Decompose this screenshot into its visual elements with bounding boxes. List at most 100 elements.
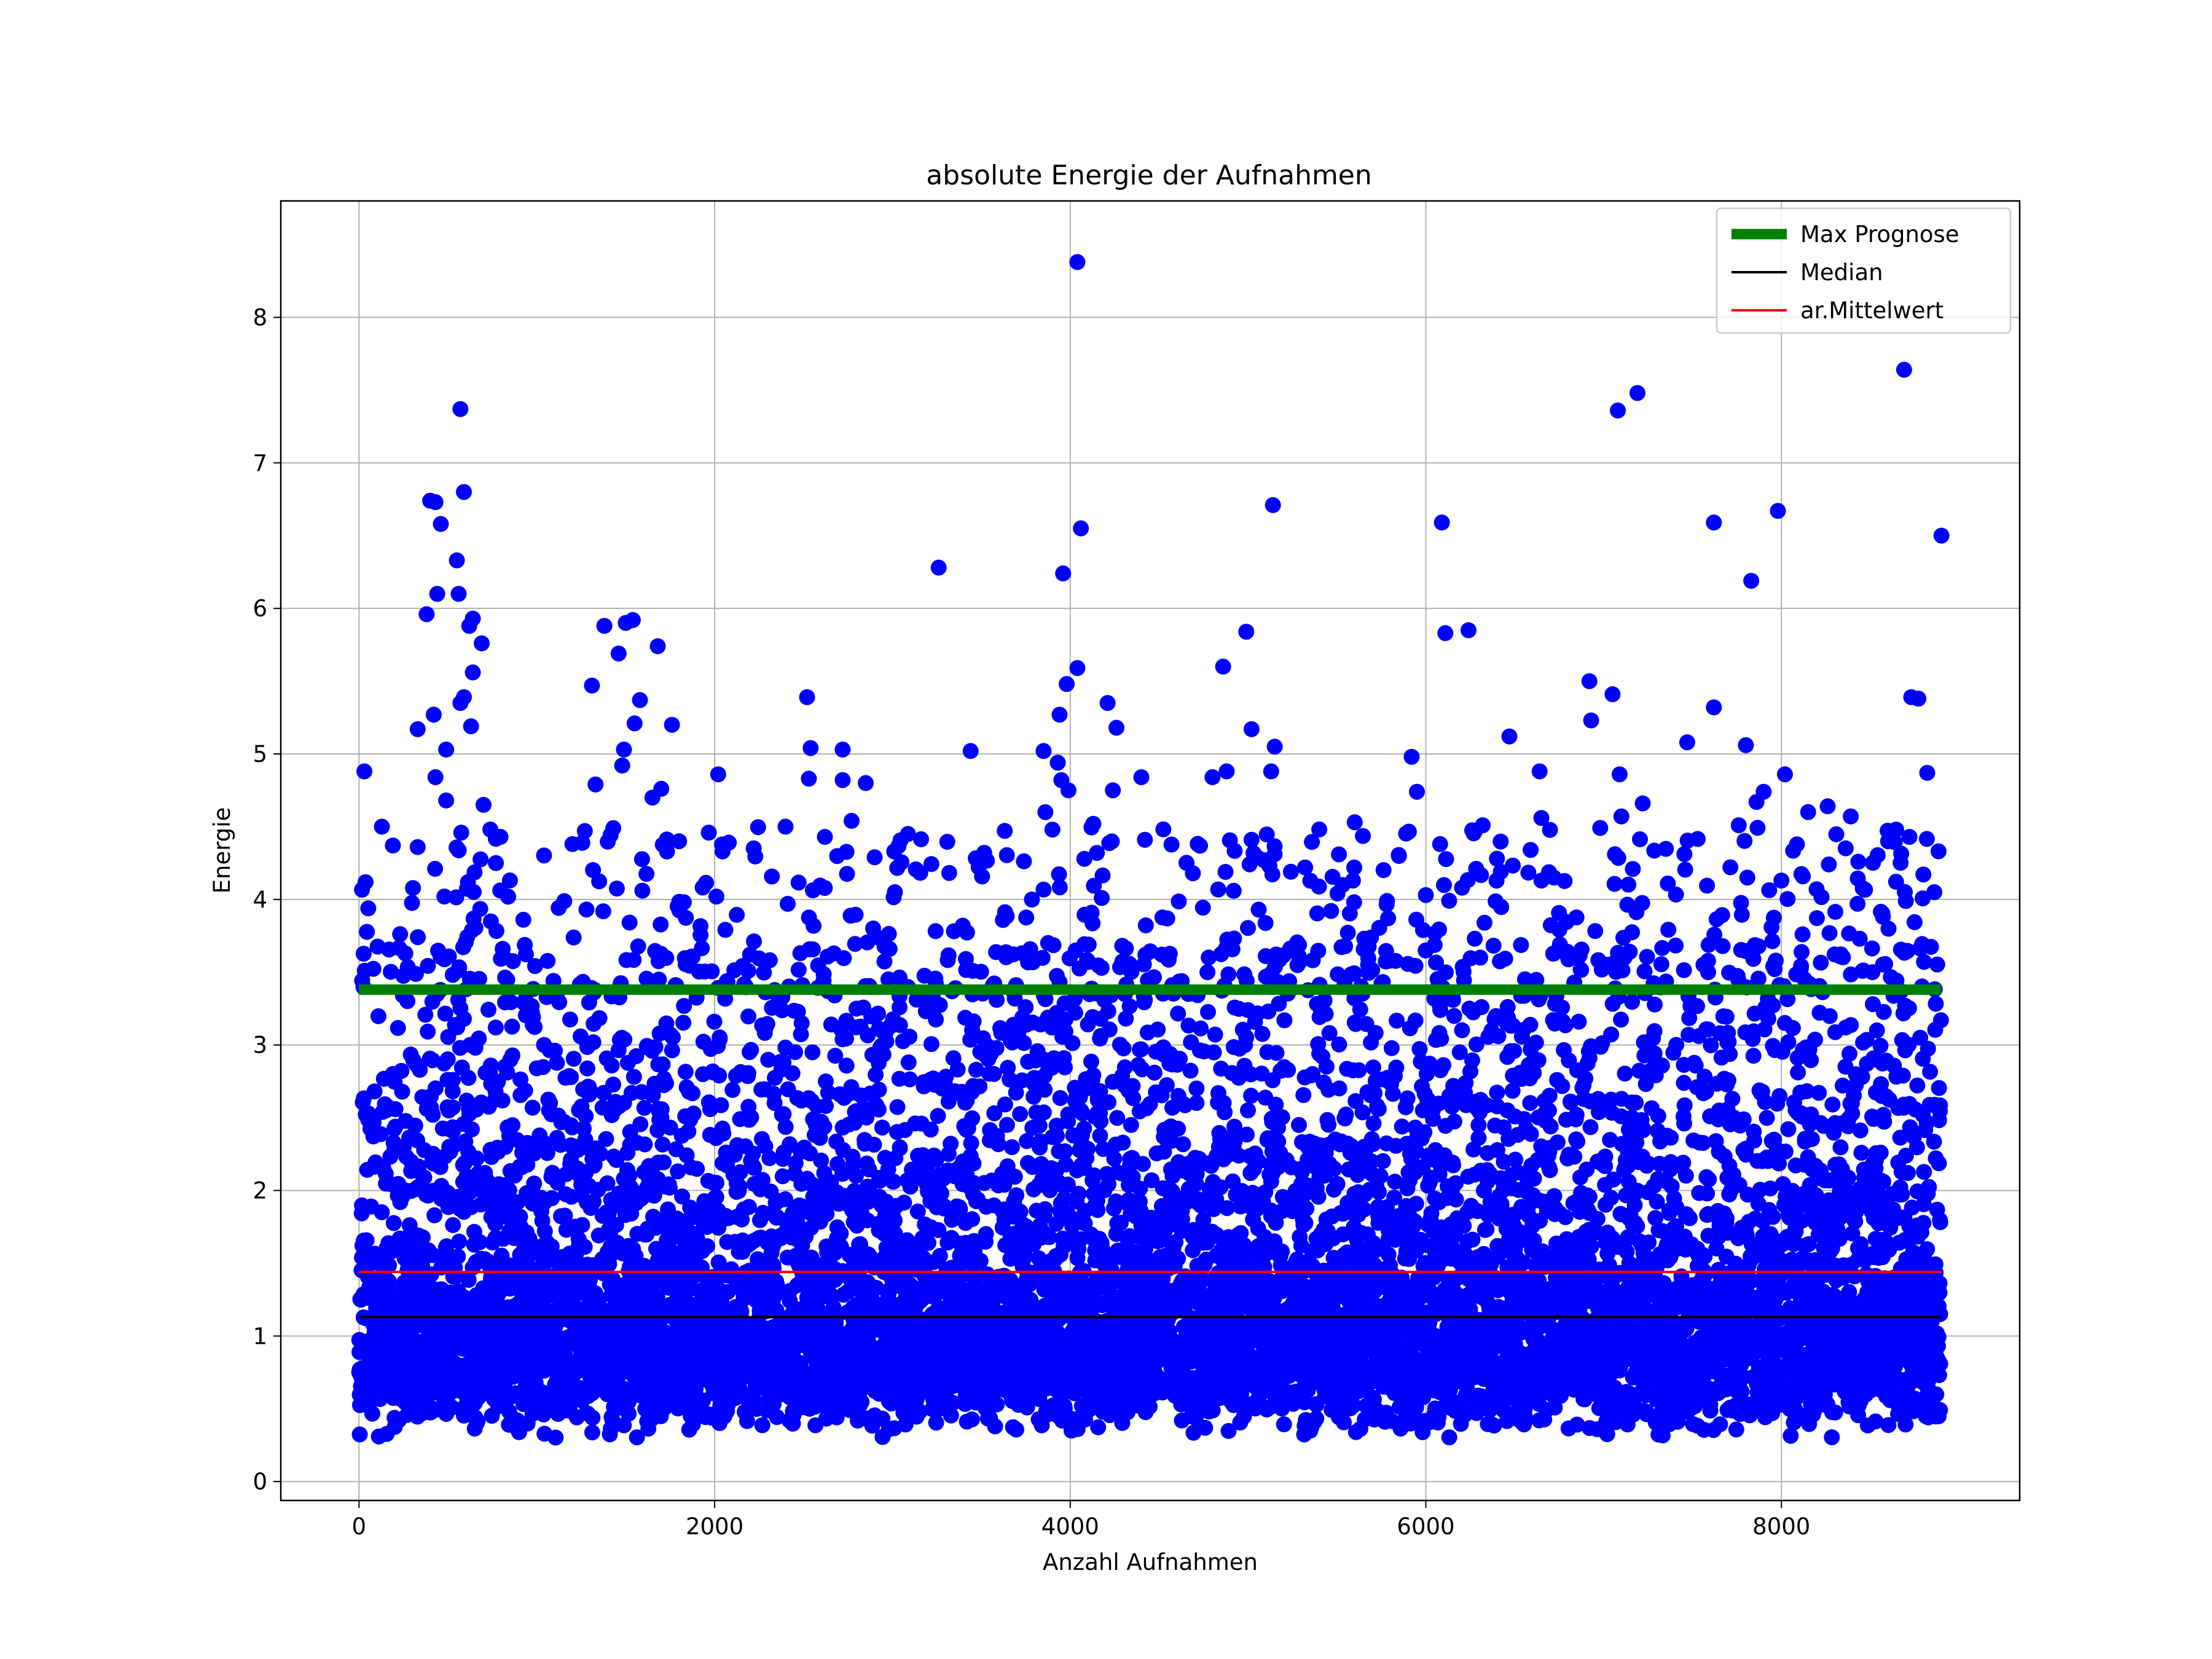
data-point bbox=[591, 1010, 608, 1026]
data-point bbox=[1427, 1190, 1443, 1207]
data-point bbox=[1749, 820, 1766, 836]
data-point bbox=[1677, 861, 1693, 878]
data-point bbox=[954, 1241, 971, 1257]
data-point bbox=[551, 994, 568, 1011]
data-point bbox=[1263, 1202, 1279, 1218]
data-point bbox=[1220, 1422, 1237, 1439]
data-point bbox=[1827, 904, 1843, 920]
data-point bbox=[1433, 1030, 1449, 1047]
data-point bbox=[1297, 859, 1314, 876]
data-point bbox=[1295, 1087, 1312, 1104]
data-point bbox=[1282, 863, 1299, 880]
data-point bbox=[1360, 965, 1377, 981]
data-point bbox=[1625, 861, 1641, 877]
data-point bbox=[1921, 1097, 1938, 1113]
data-point bbox=[780, 896, 796, 912]
data-point bbox=[1832, 1139, 1849, 1156]
data-point bbox=[1632, 831, 1648, 847]
data-point bbox=[777, 818, 794, 835]
data-point bbox=[1003, 1139, 1020, 1155]
data-point bbox=[1446, 1113, 1462, 1130]
data-point bbox=[1051, 866, 1067, 882]
data-point bbox=[1200, 1004, 1216, 1020]
data-point bbox=[404, 895, 420, 911]
data-point bbox=[1375, 862, 1392, 879]
data-point bbox=[828, 1133, 845, 1150]
data-point bbox=[1794, 944, 1810, 960]
data-point bbox=[565, 1051, 582, 1067]
data-point bbox=[1492, 833, 1509, 850]
data-point bbox=[1339, 925, 1356, 941]
data-point bbox=[1311, 878, 1327, 895]
data-point bbox=[1022, 941, 1038, 957]
data-point bbox=[1931, 1080, 1947, 1096]
data-point bbox=[677, 950, 693, 967]
data-point bbox=[764, 868, 780, 885]
data-point bbox=[1351, 1062, 1367, 1078]
data-point bbox=[1467, 930, 1483, 947]
data-point bbox=[1505, 857, 1521, 874]
data-point bbox=[366, 1083, 383, 1100]
data-point bbox=[613, 1030, 630, 1046]
data-point bbox=[1346, 859, 1362, 876]
data-point bbox=[1309, 905, 1325, 922]
data-point bbox=[892, 999, 908, 1016]
data-point bbox=[923, 856, 939, 873]
data-point bbox=[410, 929, 426, 946]
data-point bbox=[1083, 1053, 1099, 1070]
data-point bbox=[390, 1020, 406, 1036]
data-point bbox=[1084, 1172, 1101, 1189]
data-point bbox=[1881, 1091, 1897, 1108]
data-point bbox=[1132, 1180, 1148, 1197]
data-point bbox=[1536, 1092, 1553, 1109]
data-point bbox=[480, 1002, 496, 1018]
data-point bbox=[1535, 1107, 1552, 1123]
data-point bbox=[957, 1010, 973, 1026]
data-point bbox=[602, 1426, 618, 1443]
data-point bbox=[1180, 1018, 1197, 1034]
data-point bbox=[633, 851, 650, 868]
data-point bbox=[746, 1175, 763, 1192]
data-point bbox=[876, 953, 893, 970]
data-point bbox=[1893, 845, 1910, 862]
data-point bbox=[1929, 1201, 1945, 1218]
data-point bbox=[1787, 1157, 1804, 1174]
data-point bbox=[385, 1215, 402, 1231]
data-point bbox=[1516, 971, 1533, 987]
data-point bbox=[1746, 1123, 1762, 1140]
data-point bbox=[1906, 914, 1923, 930]
data-point bbox=[1714, 938, 1731, 954]
data-point bbox=[1528, 971, 1545, 988]
data-point bbox=[383, 963, 399, 980]
data-point bbox=[1779, 891, 1796, 908]
data-point bbox=[1824, 1096, 1841, 1113]
data-point bbox=[1140, 972, 1156, 989]
data-point bbox=[959, 924, 975, 941]
data-point bbox=[539, 1145, 555, 1161]
data-point bbox=[1794, 926, 1811, 943]
data-point bbox=[355, 946, 372, 962]
data-point bbox=[1418, 1065, 1435, 1082]
data-point bbox=[1523, 842, 1539, 858]
data-point bbox=[1318, 1058, 1335, 1075]
data-point bbox=[1880, 920, 1897, 937]
data-point bbox=[946, 923, 962, 939]
data-point bbox=[1188, 1080, 1205, 1097]
data-point bbox=[1268, 1096, 1284, 1113]
data-point bbox=[1916, 1164, 1932, 1180]
data-point bbox=[449, 839, 465, 856]
data-point bbox=[1199, 964, 1216, 981]
data-point bbox=[923, 1036, 939, 1053]
data-point bbox=[1485, 938, 1502, 954]
data-point bbox=[1339, 1061, 1355, 1077]
data-point bbox=[998, 847, 1015, 863]
data-point bbox=[1163, 836, 1180, 853]
data-point bbox=[473, 851, 489, 868]
data-point bbox=[1025, 954, 1041, 971]
data-point bbox=[1130, 1057, 1147, 1073]
data-point bbox=[1637, 1076, 1654, 1092]
data-point bbox=[1257, 948, 1274, 964]
data-point bbox=[1210, 881, 1226, 898]
data-point bbox=[887, 884, 903, 900]
data-point bbox=[1118, 1010, 1134, 1027]
